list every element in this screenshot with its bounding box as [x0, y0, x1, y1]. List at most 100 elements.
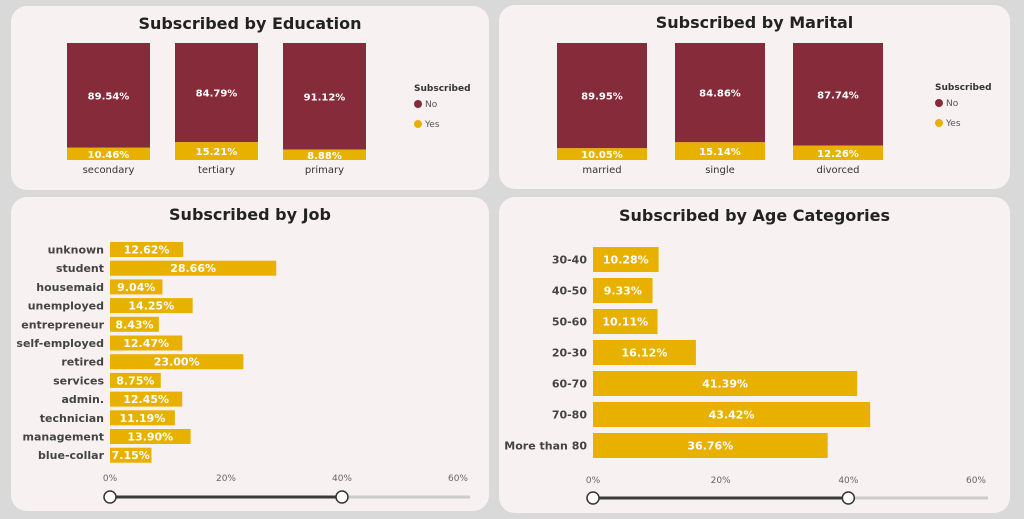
marital-chart-title: Subscribed by Marital	[655, 13, 854, 32]
yes-data-label: 10.05%	[581, 150, 623, 161]
yes-data-label: 12.26%	[817, 149, 859, 160]
x-tick-label: 20%	[216, 474, 236, 484]
data-label: 10.11%	[602, 316, 648, 329]
data-label: 11.19%	[120, 412, 166, 425]
no-bar-secondary	[67, 43, 150, 148]
yes-bar-married	[557, 148, 647, 160]
category-label: technician	[40, 412, 104, 425]
data-label: 9.33%	[604, 285, 642, 298]
no-data-label: 87.74%	[817, 90, 859, 101]
data-label: 9.04%	[117, 281, 155, 294]
category-label: admin.	[61, 393, 104, 406]
bar-70-80	[593, 402, 871, 427]
bar-entrepreneur	[110, 316, 159, 332]
data-label: 8.75%	[116, 374, 154, 387]
category-label: services	[53, 374, 104, 387]
education-chart-card: Subscribed by Education 89.54% 10.46% seco…	[11, 6, 489, 190]
category-label: student	[56, 262, 104, 275]
category-label: unknown	[48, 244, 104, 257]
bar-admin.	[110, 391, 183, 407]
category-label: More than 80	[504, 440, 587, 453]
x-tick-label: 0%	[586, 476, 601, 486]
range-slider-start-handle[interactable]	[103, 490, 117, 504]
marital-chart-card: Subscribed by Marital 89.95% 10.05% marrie…	[499, 5, 1010, 189]
bar-self-employed	[110, 335, 183, 351]
no-bar-married	[557, 43, 647, 149]
marital-chart-plot: 89.95% 10.05% married 84.86% 15.14% single 87.…	[557, 43, 992, 176]
category-label: 20-30	[552, 347, 588, 360]
category-label: blue-collar	[38, 449, 105, 462]
yes-data-label: 10.46%	[88, 150, 130, 161]
no-data-label: 89.54%	[88, 91, 130, 102]
data-label: 41.39%	[702, 378, 748, 391]
education-chart-title: Subscribed by Education	[138, 14, 362, 33]
job-chart-title: Subscribed by Job	[169, 205, 331, 224]
range-slider-end-handle[interactable]	[841, 491, 856, 505]
legend-yes-swatch	[935, 119, 943, 127]
data-label: 14.25%	[128, 300, 174, 313]
category-label: single	[705, 165, 735, 176]
legend-yes-swatch	[414, 120, 422, 128]
data-label: 12.62%	[124, 244, 170, 257]
yes-bar-secondary	[67, 147, 150, 160]
bar-unemployed	[110, 298, 193, 314]
yes-data-label: 15.14%	[699, 147, 741, 158]
category-label: retired	[61, 356, 104, 369]
data-label: 7.15%	[112, 449, 150, 462]
bar-60-70	[593, 371, 858, 396]
category-label: 30-40	[552, 254, 588, 267]
age-chart-plot: 30-40 10.28% 40-50 9.33% 50-60 10.11% 20-30 16.…	[504, 247, 988, 505]
yes-bar-single	[675, 142, 765, 160]
x-tick-label: 60%	[448, 474, 468, 484]
no-data-label: 84.79%	[196, 89, 238, 100]
no-bar-single	[675, 43, 765, 143]
category-label: secondary	[83, 165, 135, 176]
bar-20-30	[593, 340, 696, 365]
bar-services	[110, 372, 161, 388]
data-label: 36.76%	[687, 440, 733, 453]
bar-blue-collar	[110, 447, 152, 463]
category-label: 50-60	[552, 316, 588, 329]
job-chart-plot: unknown 12.62% student 28.66% housemaid 9.04%…	[16, 242, 470, 504]
category-label: tertiary	[198, 165, 235, 176]
legend-title: Subscribed	[935, 83, 992, 93]
data-label: 28.66%	[170, 262, 216, 275]
category-label: primary	[305, 165, 344, 176]
legend-no-swatch	[414, 100, 422, 108]
x-tick-label: 0%	[103, 474, 118, 484]
legend-title: Subscribed	[414, 84, 471, 94]
bar-housemaid	[110, 279, 163, 295]
bar-30-40	[593, 247, 659, 272]
no-bar-divorced	[793, 43, 883, 146]
no-data-label: 84.86%	[699, 89, 741, 100]
category-label: 40-50	[552, 285, 588, 298]
category-label: 60-70	[552, 378, 588, 391]
x-tick-label: 40%	[332, 474, 352, 484]
bar-More than 80	[593, 433, 828, 458]
data-label: 13.90%	[127, 431, 173, 444]
job-chart-card: Subscribed by Job unknown 12.62% student 28…	[11, 197, 489, 511]
category-label: management	[23, 431, 105, 444]
no-bar-tertiary	[175, 43, 258, 143]
category-label: entrepreneur	[21, 318, 104, 331]
yes-data-label: 8.88%	[307, 151, 342, 162]
no-bar-primary	[283, 43, 366, 150]
category-label: married	[582, 165, 621, 176]
data-label: 23.00%	[154, 356, 200, 369]
x-tick-label: 20%	[711, 476, 731, 486]
range-slider-start-handle[interactable]	[586, 491, 600, 505]
range-slider-end-handle[interactable]	[335, 490, 349, 504]
education-chart-plot: 89.54% 10.46% secondary 84.79% 15.21% tertiar…	[67, 43, 471, 176]
legend-no-swatch	[935, 99, 943, 107]
yes-bar-divorced	[793, 145, 883, 160]
bar-40-50	[593, 278, 653, 303]
category-label: unemployed	[28, 300, 104, 313]
bar-50-60	[593, 309, 658, 334]
data-label: 12.45%	[123, 393, 169, 406]
bar-management	[110, 429, 191, 444]
category-label: divorced	[816, 165, 859, 176]
bar-retired	[110, 354, 244, 370]
no-data-label: 91.12%	[304, 92, 346, 103]
category-label: housemaid	[36, 281, 104, 294]
legend-yes-label: Yes	[424, 120, 440, 130]
